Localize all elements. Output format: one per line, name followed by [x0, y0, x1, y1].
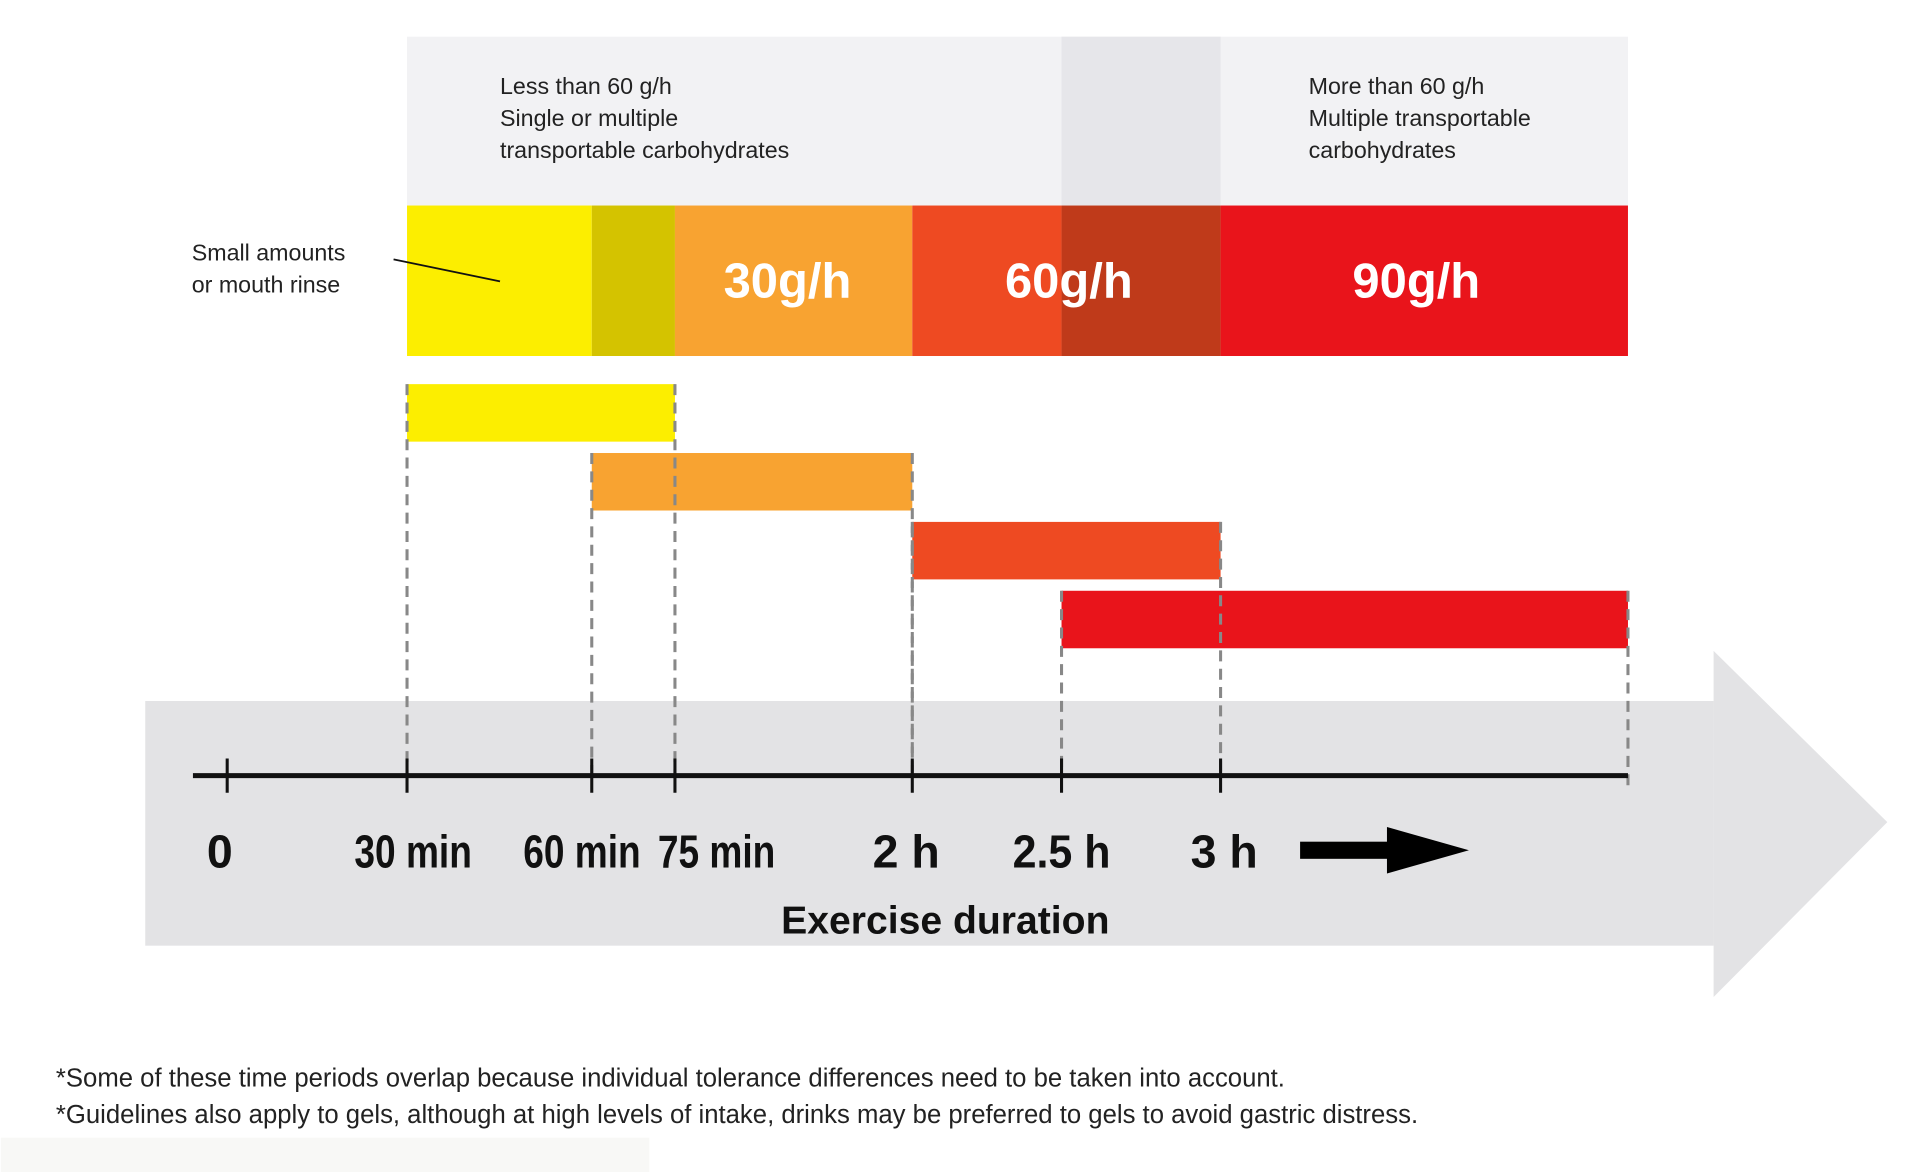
duration-bar [407, 384, 675, 442]
axis-tick-label: 3 h [1191, 825, 1258, 877]
footnote-2: *Guidelines also apply to gels, although… [56, 1101, 1418, 1129]
rate-segment [1220, 205, 1628, 357]
rate-segment [591, 205, 675, 357]
rate-segment [674, 205, 913, 357]
header-overlap-region [1061, 36, 1221, 206]
header-right-text: More than 60 g/h Multiple transportable … [1309, 73, 1538, 163]
axis-tick-label: 75 min [658, 825, 775, 877]
footnote-1: *Some of these time periods overlap beca… [56, 1064, 1285, 1092]
duration-bar [1061, 590, 1628, 649]
rate-label: 90g/h [1352, 254, 1480, 308]
axis-ticks: 0 30 min 60 min 75 min 2 h 2.5 h 3 h [207, 758, 1258, 877]
axis-tick-label: 2 h [873, 825, 940, 877]
rate-label: 30g/h [724, 254, 852, 308]
duration-bar [912, 521, 1221, 580]
axis-tick-label: 60 min [523, 825, 640, 877]
header-background [407, 36, 1628, 206]
corner-patch [0, 1137, 650, 1172]
duration-bars [407, 384, 1628, 649]
axis-tick-label: 2.5 h [1013, 825, 1111, 877]
callout-leader-line [393, 258, 501, 283]
axis-tick-label: 0 [207, 825, 233, 877]
duration-bar [591, 453, 913, 511]
rate-band: 30g/h 60g/h 90g/h [407, 205, 1628, 357]
arrow-right-icon [1300, 827, 1469, 874]
axis-tick-label: 30 min [354, 825, 471, 877]
rate-segment [912, 205, 1062, 357]
rate-segment [1061, 205, 1221, 357]
header-left-text: Less than 60 g/h Single or multiple tran… [500, 73, 789, 163]
axis-title: Exercise duration [781, 899, 1109, 942]
rate-label: 60g/h [1005, 254, 1133, 308]
callout-text: Small amounts or mouth rinse [192, 240, 352, 298]
dashed-guides [405, 384, 1630, 790]
big-arrow-head [1713, 650, 1888, 998]
